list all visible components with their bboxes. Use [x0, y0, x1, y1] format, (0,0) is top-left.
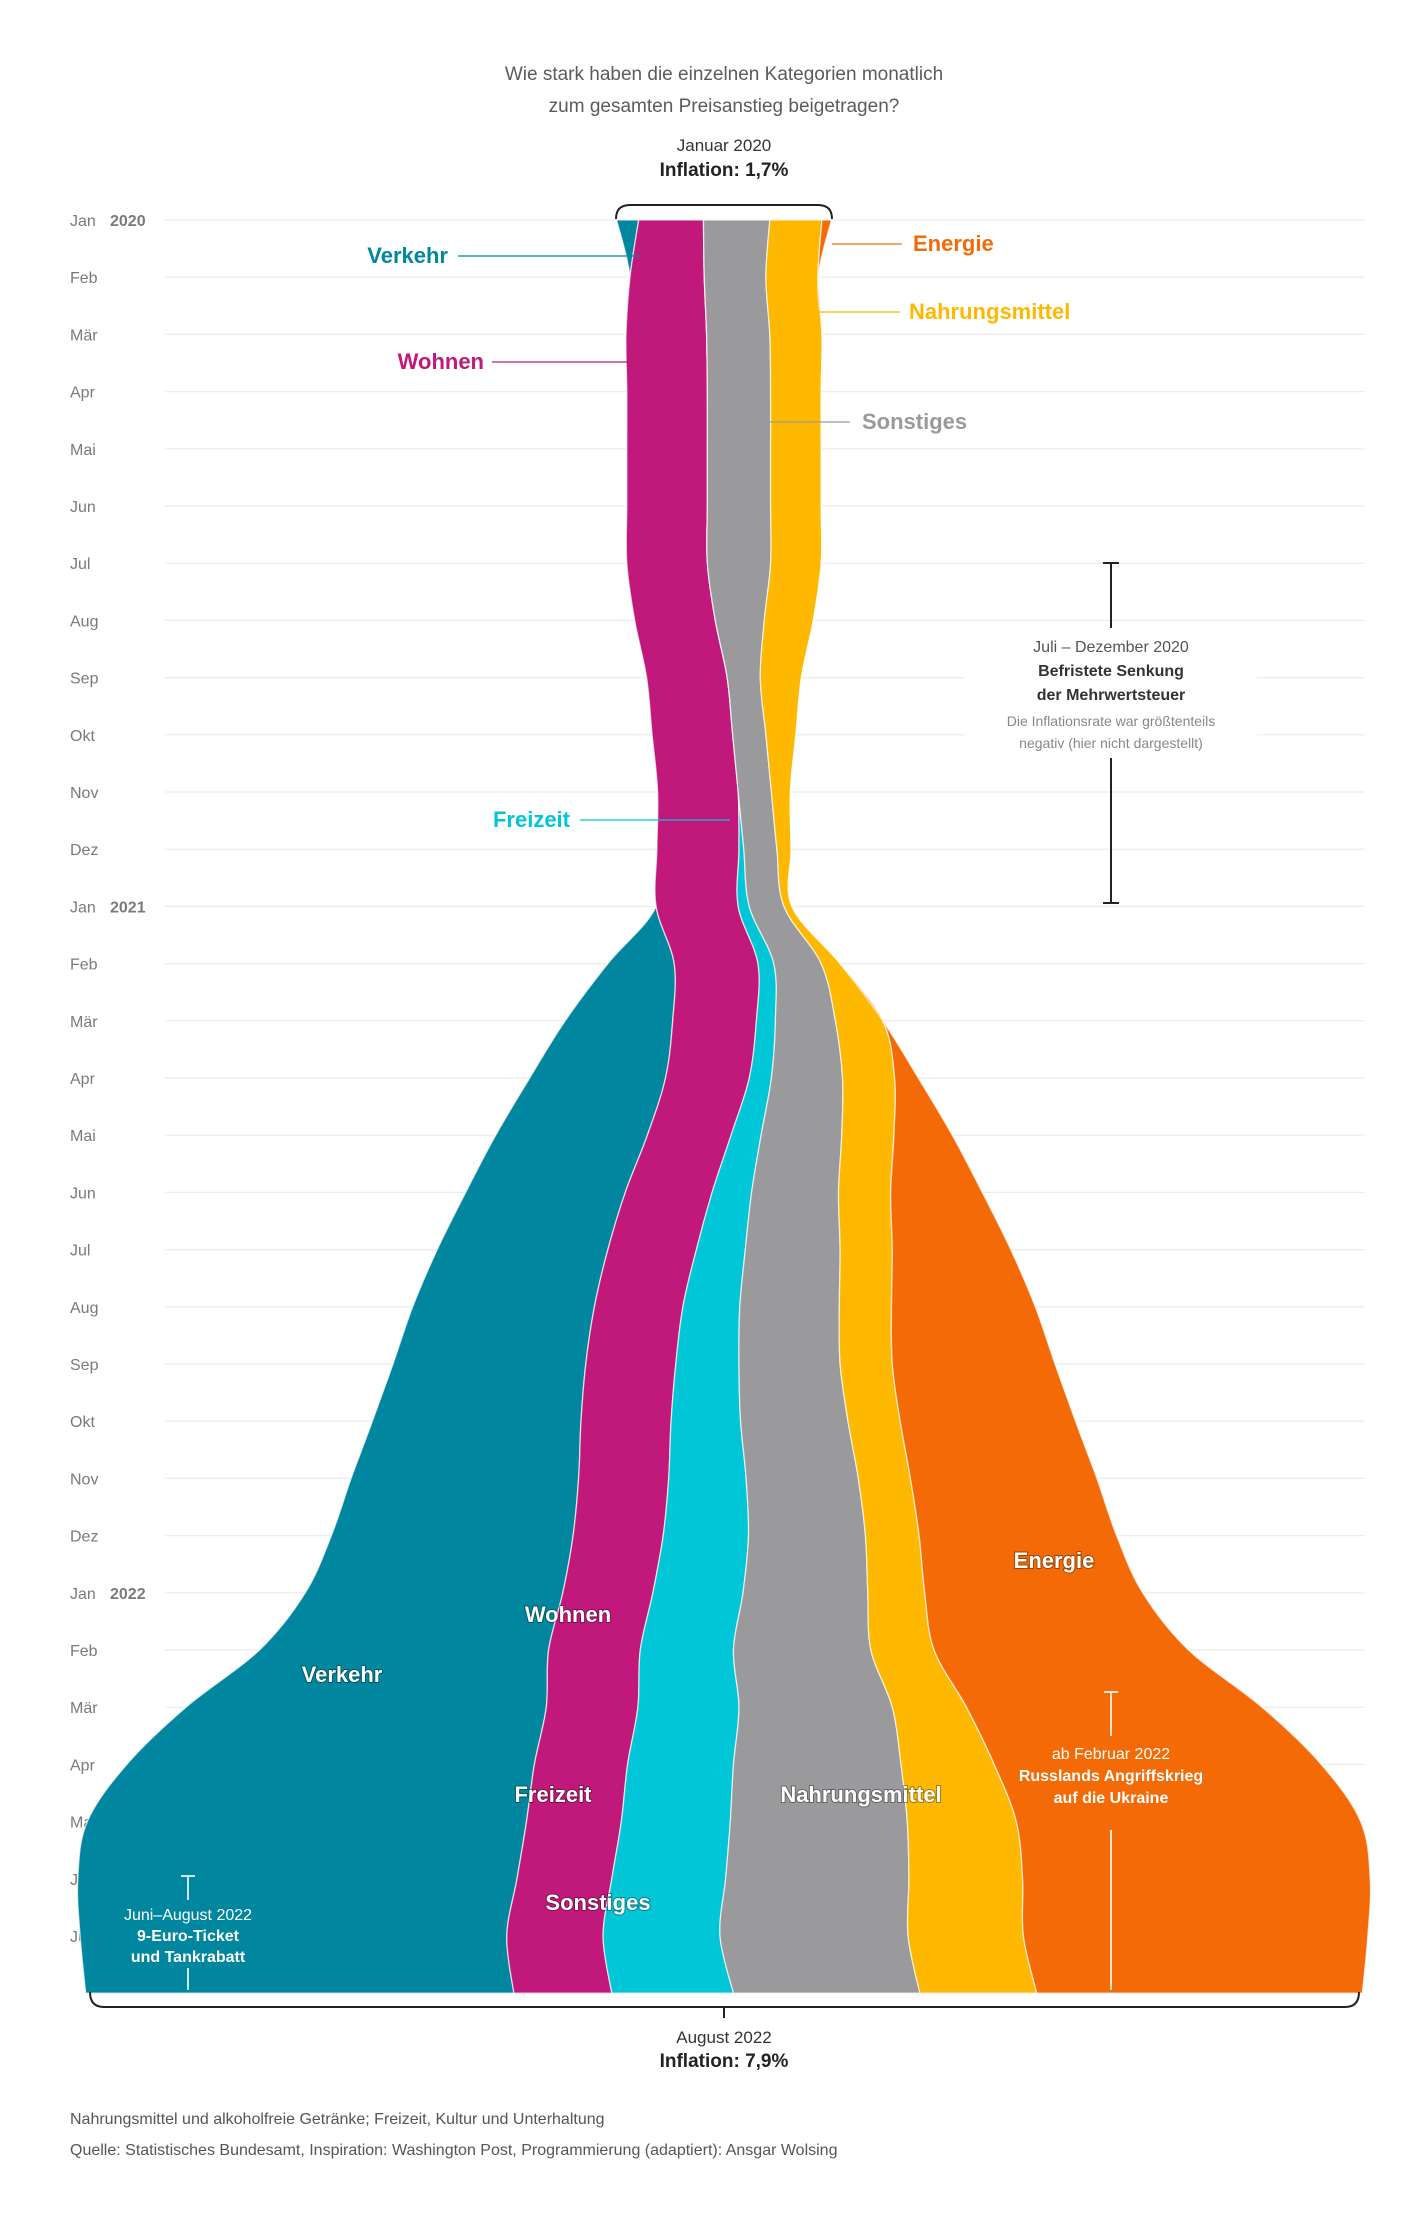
vat-line1: Juli – Dezember 2020 — [1033, 639, 1189, 656]
band-label-sonstiges: Sonstiges — [545, 1890, 650, 1915]
month-tick-label: Feb — [70, 1643, 98, 1660]
top-labels: Verkehr Energie Nahrungsmittel Wohnen So… — [367, 231, 1070, 832]
bottom-note-label: August 2022 — [676, 2028, 771, 2047]
war-line3: auf die Ukraine — [1054, 1790, 1169, 1807]
month-tick-label: Jun — [70, 1185, 96, 1202]
year-tick-label: 2021 — [110, 899, 146, 916]
vat-line2: Befristete Senkung — [1038, 663, 1184, 680]
band-label-energie: Energie — [1014, 1548, 1095, 1573]
top-label-verkehr: Verkehr — [367, 243, 448, 268]
war-line2: Russlands Angriffskrieg — [1019, 1768, 1203, 1785]
band-label-freizeit: Freizeit — [514, 1782, 592, 1807]
month-axis: Jan 2020 Feb Mär Apr Mai Jun Jul Aug Sep Okt Nov Dez… — [70, 213, 146, 1946]
month-tick-label: Mai — [70, 442, 96, 459]
top-note-label: Januar 2020 — [677, 136, 772, 155]
ticket-line1: Juni–August 2022 — [124, 1907, 252, 1924]
source: Quelle: Statistisches Bundesamt, Inspira… — [70, 2142, 837, 2159]
month-tick-label: Okt — [70, 1414, 95, 1431]
month-tick-label: Mär — [70, 327, 98, 344]
band-label-wohnen: Wohnen — [525, 1602, 611, 1627]
band-labels: Verkehr Wohnen Freizeit Sonstiges Nahrun… — [301, 1547, 1096, 1916]
bottom-note-value: Inflation: 7,9% — [660, 2051, 789, 2072]
month-tick-label: Apr — [70, 1757, 96, 1774]
month-tick-label: Feb — [70, 957, 98, 974]
footnote: Nahrungsmittel und alkoholfreie Getränke… — [70, 2111, 605, 2128]
vat-line5: negativ (hier nicht dargestellt) — [1019, 735, 1203, 751]
chart-title-line2: zum gesamten Preisanstieg beigetragen? — [549, 96, 900, 117]
ticket-line3: und Tankrabatt — [131, 1949, 246, 1966]
month-tick-label: Okt — [70, 728, 95, 745]
band-energie — [787, 219, 1372, 1994]
band-label-verkehr: Verkehr — [302, 1662, 383, 1687]
top-label-freizeit: Freizeit — [493, 807, 571, 832]
month-tick-label: Dez — [70, 1529, 98, 1546]
vat-annotation: Juli – Dezember 2020 Befristete Senkung … — [965, 562, 1257, 904]
war-annotation: ab Februar 2022 Russlands Angriffskrieg … — [1019, 1691, 1203, 1990]
month-tick-label: Jun — [70, 499, 96, 516]
band-label-nahrung: Nahrungsmittel — [780, 1782, 941, 1807]
month-tick-label: Apr — [70, 1071, 96, 1088]
month-tick-label: Jul — [70, 1243, 90, 1260]
month-tick-label: Nov — [70, 785, 98, 802]
top-label-energie: Energie — [913, 231, 994, 256]
top-note-value: Inflation: 1,7% — [660, 160, 789, 181]
month-tick-label: Mär — [70, 1014, 98, 1031]
month-tick-label: Aug — [70, 613, 98, 630]
month-tick-label: Dez — [70, 842, 98, 859]
top-label-nahrung: Nahrungsmittel — [909, 299, 1070, 324]
month-tick-label: Sep — [70, 1357, 99, 1374]
month-tick-label: Mär — [70, 1700, 98, 1717]
year-tick-label: 2020 — [110, 213, 146, 230]
ticket-line2: 9-Euro-Ticket — [137, 1928, 240, 1945]
month-tick-label: Jan — [70, 1586, 96, 1603]
month-tick-label: Apr — [70, 385, 96, 402]
war-line1: ab Februar 2022 — [1052, 1746, 1170, 1763]
stream-bands — [76, 219, 1372, 1994]
month-tick-label: Nov — [70, 1471, 98, 1488]
month-tick-label: Jan — [70, 213, 96, 230]
chart-title-line1: Wie stark haben die einzelnen Kategorien… — [505, 64, 943, 85]
month-tick-label: Aug — [70, 1300, 98, 1317]
top-label-wohnen: Wohnen — [398, 349, 484, 374]
top-bracket — [615, 204, 833, 220]
bottom-bracket — [89, 1991, 1360, 2018]
vat-line4: Die Inflationsrate war größtenteils — [1007, 713, 1216, 729]
month-tick-label: Sep — [70, 671, 99, 688]
month-tick-label: Jul — [70, 556, 90, 573]
top-label-sonstiges: Sonstiges — [862, 409, 967, 434]
ticket-annotation: Juni–August 2022 9-Euro-Ticket und Tankr… — [124, 1875, 252, 1990]
vat-line3: der Mehrwertsteuer — [1037, 687, 1186, 704]
month-tick-label: Mai — [70, 1128, 96, 1145]
month-tick-label: Feb — [70, 270, 98, 287]
year-tick-label: 2022 — [110, 1586, 146, 1603]
month-tick-label: Jan — [70, 899, 96, 916]
